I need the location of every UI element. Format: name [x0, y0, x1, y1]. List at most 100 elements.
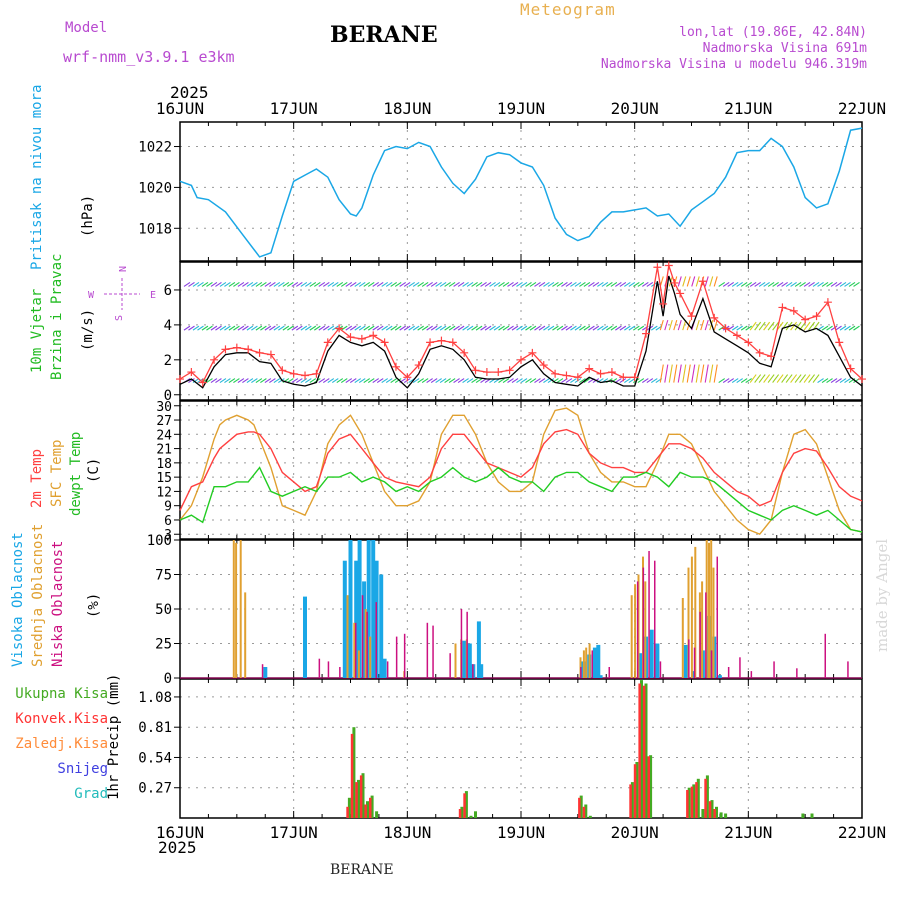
wind-arrow — [314, 281, 321, 287]
wind-arrow — [686, 364, 691, 383]
wind-arrow — [206, 378, 213, 383]
wind-arrow — [426, 281, 433, 287]
wind-arrow — [462, 378, 469, 383]
y-tick-label: 1022 — [138, 140, 172, 156]
cloud-bar — [683, 644, 688, 678]
wind-arrow — [749, 281, 757, 287]
wind-arrow — [358, 281, 366, 287]
wind-arrow — [489, 325, 496, 331]
wind-arrow — [507, 325, 514, 331]
cloud-bar — [357, 540, 362, 678]
wind-arrow — [251, 378, 258, 383]
wind-gust-marker — [698, 277, 707, 286]
wind-gust-marker — [585, 364, 594, 373]
wind-arrow — [421, 281, 429, 287]
wind-arrow — [183, 281, 191, 287]
wind-arrow — [255, 378, 263, 383]
wind-arrow — [390, 378, 397, 383]
wind-arrow — [273, 281, 281, 287]
cloud-bar — [362, 581, 367, 678]
wind-arrow — [408, 281, 415, 287]
wind-arrow — [767, 374, 775, 383]
y-tick-label: 27 — [156, 414, 172, 429]
wind-arrow — [430, 378, 438, 383]
pressure-line — [179, 127, 863, 258]
wind-arrow — [417, 325, 424, 331]
wind-arrow — [830, 325, 838, 331]
wind-arrow — [287, 325, 294, 331]
y-tick-label: 24 — [156, 428, 172, 443]
wind-gust-marker — [380, 338, 389, 347]
wind-arrow — [704, 319, 709, 331]
cloud-bar — [364, 609, 367, 678]
wind-arrow — [215, 281, 222, 287]
wind-arrow — [642, 378, 649, 383]
wind-arrow — [322, 281, 330, 287]
wind-arrow — [682, 319, 687, 331]
wind-arrow — [327, 325, 335, 331]
wind-arrow — [318, 325, 326, 331]
wind-gust-marker — [232, 343, 241, 352]
wind-arrow — [210, 325, 218, 331]
cloud-bar — [479, 664, 484, 678]
wind-gust-marker — [653, 263, 662, 272]
wind-arrow — [471, 281, 478, 287]
cloud-bar — [638, 653, 643, 678]
y-tick-label: 6 — [164, 283, 172, 299]
wind-arrow — [677, 319, 682, 331]
model-altitude-label: Nadmorska Visina u modelu 946.319m — [600, 57, 867, 72]
wind-arrow — [475, 325, 483, 331]
cloud-bar — [824, 633, 826, 678]
cloud-bar — [659, 661, 662, 678]
lonlat-label: lon,lat (19.86E, 42.84N) — [679, 25, 867, 40]
y-tick-label: 100 — [147, 533, 172, 549]
wind-arrow — [435, 378, 442, 383]
wind-gust-marker — [198, 378, 207, 387]
cloud-bar — [342, 560, 347, 678]
y-tick-label: 0 — [164, 388, 172, 404]
y-tick-label: 30 — [156, 400, 172, 415]
wind-arrow — [192, 281, 200, 287]
wind-arrow — [394, 378, 402, 383]
wind-arrow — [525, 378, 532, 383]
wind-arrow — [664, 364, 669, 383]
wind-arrow — [633, 325, 640, 331]
wind-arrow — [278, 325, 285, 331]
wind-arrow — [242, 325, 249, 331]
wind-arrow — [278, 281, 285, 287]
wind-arrow — [197, 325, 204, 331]
y-tick-label: 0 — [164, 671, 172, 687]
wind-arrow — [659, 364, 664, 383]
wind-arrow — [354, 281, 362, 287]
wind-arrow — [453, 325, 460, 331]
wind-arrow — [844, 281, 851, 287]
wind-arrow — [331, 281, 339, 287]
precip-bar — [635, 762, 639, 818]
wind-arrow — [358, 325, 366, 331]
wind-arrow — [794, 321, 802, 331]
wind-arrow — [561, 281, 568, 287]
wind-gust-marker — [266, 350, 275, 359]
wind-arrow — [412, 378, 420, 383]
wind-arrow — [790, 374, 798, 383]
cloud-bar — [642, 567, 645, 678]
wind-arrow — [430, 281, 438, 287]
wind-arrow — [291, 281, 299, 287]
cloud-bar — [796, 668, 798, 678]
wind-arrow — [579, 378, 586, 383]
wind-arrow — [677, 364, 682, 383]
cloud-bar — [637, 574, 640, 678]
wind-gust-marker — [676, 289, 685, 298]
wind-arrow — [251, 325, 258, 331]
wind-arrow — [457, 281, 465, 287]
cloud-bar — [462, 640, 467, 678]
precip-bar — [579, 795, 583, 818]
wind-arrow — [237, 378, 245, 383]
wind-arrow — [237, 281, 245, 287]
wind-arrow — [246, 281, 254, 287]
date-label-bottom: 18JUN — [383, 823, 431, 842]
y-tick-label: 21 — [156, 443, 172, 458]
wind-gust-marker — [642, 329, 651, 338]
precip-bar — [584, 804, 588, 818]
wind-arrow — [251, 281, 258, 287]
